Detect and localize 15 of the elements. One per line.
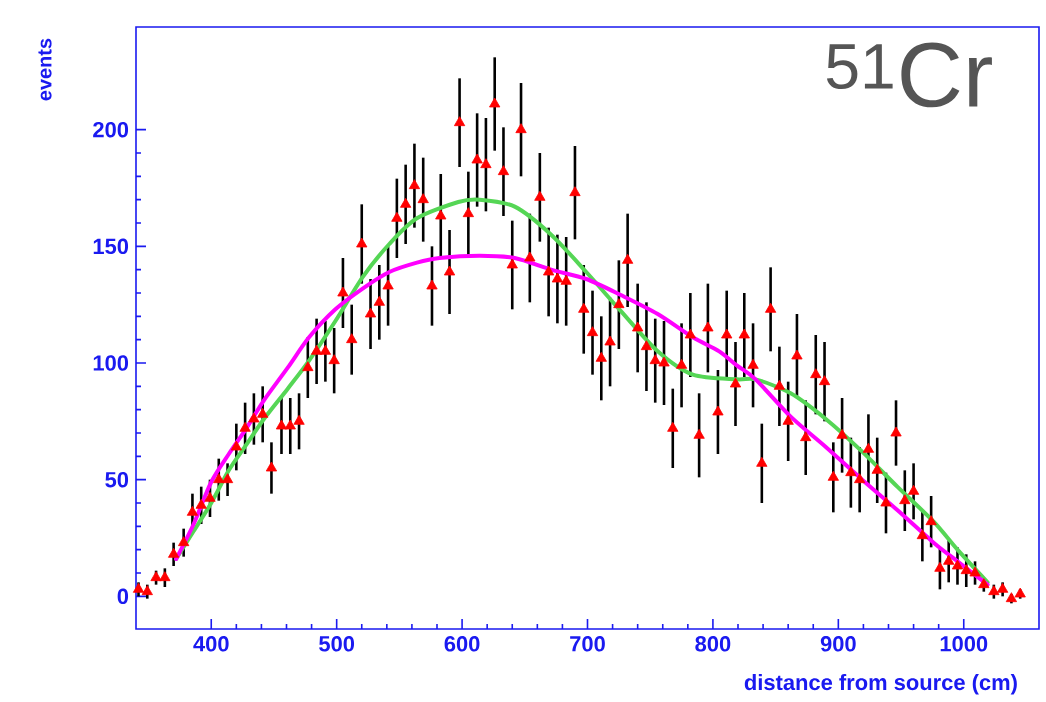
x-tick-label: 400 xyxy=(193,636,229,652)
x-tick-label: 600 xyxy=(444,636,480,652)
x-tick-label: 800 xyxy=(695,636,731,652)
y-axis-title: events xyxy=(38,38,52,101)
y-tick-label: 50 xyxy=(105,471,129,488)
y-tick-label: 200 xyxy=(93,121,129,138)
y-tick-label: 150 xyxy=(93,238,129,255)
x-tick-label: 500 xyxy=(319,636,355,652)
x-axis-title: distance from source (cm) xyxy=(744,674,1017,695)
y-tick-label: 0 xyxy=(117,588,129,605)
annotation: $^{51}$Cr xyxy=(826,42,992,108)
x-tick-label: 1000 xyxy=(940,636,988,652)
y-tick-label: 100 xyxy=(93,355,129,371)
x-tick-label: 900 xyxy=(820,636,856,652)
x-tick-label: 700 xyxy=(570,636,605,652)
